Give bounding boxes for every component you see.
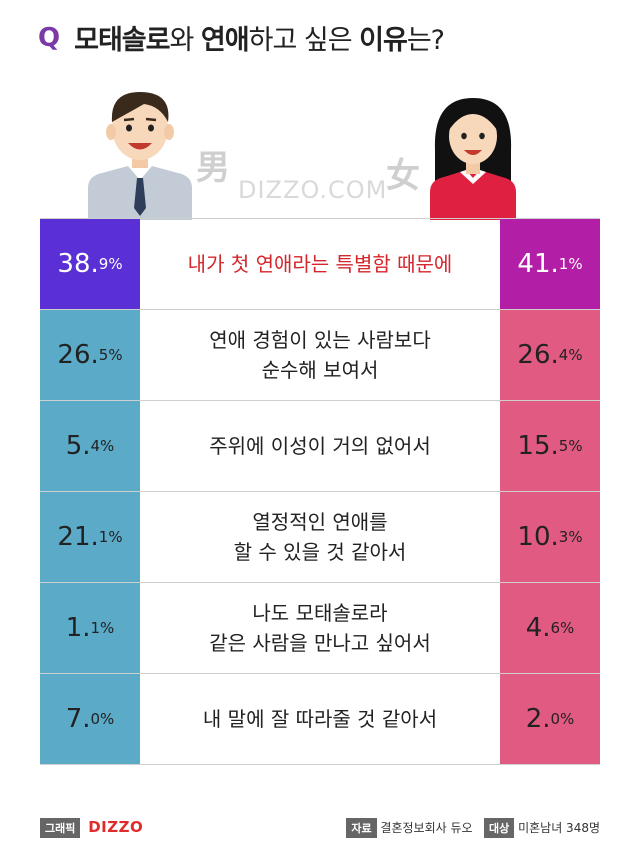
watermark: DIZZO.COM: [238, 176, 388, 204]
male-hanja: 男: [196, 148, 230, 188]
table-row: 5. 4% 주위에 이성이 거의 없어서 15. 5%: [40, 401, 600, 492]
female-value: 10. 3%: [500, 492, 600, 582]
reason-label: 내 말에 잘 따라줄 것 같아서: [202, 707, 438, 731]
reason-label: 연애 경험이 있는 사람보다 순수해 보여서: [209, 328, 431, 382]
question-header: Q 모태솔로와 연애하고 싶은 이유는?: [38, 18, 445, 57]
title-part: 모태솔로: [74, 25, 170, 56]
male-value: 38. 9%: [40, 219, 140, 309]
male-value: 7. 0%: [40, 674, 140, 764]
female-value: 41. 1%: [500, 219, 600, 309]
source-value: 결혼정보회사 듀오: [380, 821, 473, 835]
brand-logo: DIZZO: [88, 818, 144, 836]
illustration: 男 女: [40, 80, 600, 220]
characters-illustration: [88, 92, 516, 220]
female-value: 2. 0%: [500, 674, 600, 764]
title-part: 와: [169, 25, 201, 56]
female-value: 15. 5%: [500, 401, 600, 491]
male-value: 1. 1%: [40, 583, 140, 673]
table-row: 7. 0% 내 말에 잘 따라줄 것 같아서 2. 0%: [40, 674, 600, 765]
target-value: 미혼남녀 348명: [518, 821, 600, 835]
source-tag: 자료: [346, 818, 377, 838]
title-part: 는?: [406, 25, 445, 56]
reason-label: 열정적인 연애를 할 수 있을 것 같아서: [233, 510, 407, 564]
table-row: 1. 1% 나도 모태솔로라 같은 사람을 만나고 싶어서 4. 6%: [40, 583, 600, 674]
male-value: 21. 1%: [40, 492, 140, 582]
target-tag: 대상: [484, 818, 515, 838]
table-row: 38. 9% 내가 첫 연애라는 특별함 때문에 41. 1%: [40, 218, 600, 310]
question-title: 모태솔로와 연애하고 싶은 이유는?: [74, 18, 445, 57]
reason-label: 나도 모태솔로라 같은 사람을 만나고 싶어서: [209, 601, 431, 655]
title-part: 하고 싶은: [248, 25, 360, 56]
footer: 그래픽 DIZZO 자료 결혼정보회사 듀오 대상 미혼남녀 348명: [40, 818, 600, 840]
female-value: 26. 4%: [500, 310, 600, 400]
male-character-icon: [88, 92, 192, 220]
table-row: 26. 5% 연애 경험이 있는 사람보다 순수해 보여서 26. 4%: [40, 310, 600, 401]
female-hanja: 女: [386, 156, 420, 196]
reason-label: 내가 첫 연애라는 특별함 때문에: [187, 252, 453, 276]
female-character-icon: [430, 98, 516, 220]
question-mark: Q: [38, 22, 61, 53]
survey-table: 38. 9% 내가 첫 연애라는 특별함 때문에 41. 1% 26. 5% 연애 경험이 있…: [40, 218, 600, 765]
female-value: 4. 6%: [500, 583, 600, 673]
source-info: 자료 결혼정보회사 듀오 대상 미혼남녀 348명: [346, 818, 600, 838]
title-part: 이유: [359, 25, 408, 56]
reason-label: 주위에 이성이 거의 없어서: [209, 434, 431, 458]
male-value: 5. 4%: [40, 401, 140, 491]
title-part: 연애: [200, 25, 250, 56]
graphic-tag: 그래픽: [40, 818, 81, 838]
male-value: 26. 5%: [40, 310, 140, 400]
table-row: 21. 1% 열정적인 연애를 할 수 있을 것 같아서 10. 3%: [40, 492, 600, 583]
